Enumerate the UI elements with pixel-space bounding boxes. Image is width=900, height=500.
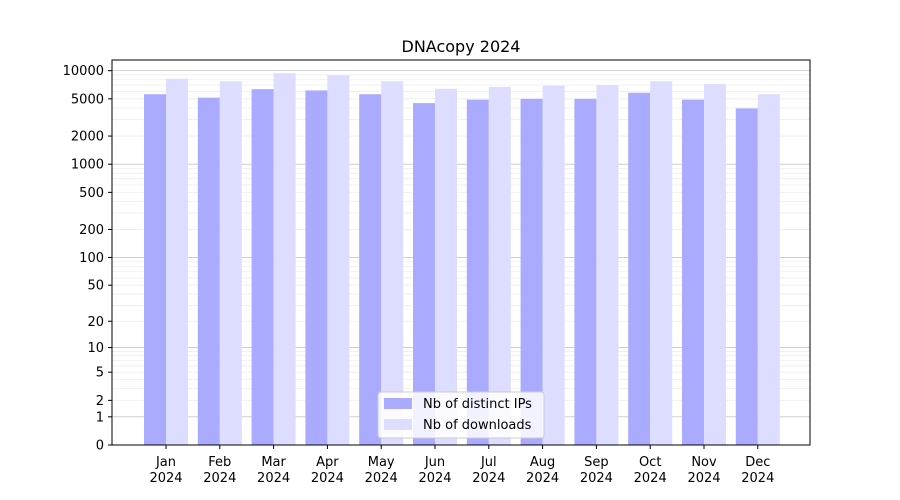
legend-box [377,391,545,439]
x-tick-label-year: 2024 [580,471,613,486]
x-tick-label-year: 2024 [365,471,398,486]
bar-distinct-ips [628,92,651,445]
bar-distinct-ips [305,90,328,445]
legend-swatch [384,398,412,409]
chart-title: DNAcopy 2024 [402,37,521,56]
bar-distinct-ips [735,108,758,445]
bar-distinct-ips [466,99,489,446]
x-tick-label-month: Jan [155,455,176,470]
x-tick-label-year: 2024 [687,471,720,486]
x-tick-label-year: 2024 [149,471,182,486]
x-tick-label-year: 2024 [311,471,344,486]
bar-downloads [273,73,296,446]
y-tick-label: 5000 [71,92,104,107]
x-tick-label-year: 2024 [741,471,774,486]
x-tick-label-month: Oct [639,455,661,470]
y-tick-label: 0 [96,439,104,454]
y-tick-label: 500 [79,186,104,201]
plot-frame [111,59,811,446]
x-tick-label-month: Nov [691,455,717,470]
bar-downloads [435,88,457,445]
y-tick-label: 2 [96,394,104,409]
x-tick-label-month: Sep [584,455,609,470]
legend-label: Nb of distinct IPs [423,397,532,412]
bar-distinct-ips [413,103,435,445]
bar-downloads [219,81,242,446]
x-tick-label-month: Feb [208,455,231,470]
x-tick-label-month: Aug [530,455,555,470]
x-tick-label-month: Jun [424,455,445,470]
bar-distinct-ips [359,94,382,446]
bar-downloads [757,94,780,446]
bar-distinct-ips [251,89,274,446]
y-tick-label: 5 [96,366,104,381]
x-tick-label-year: 2024 [203,471,236,486]
y-tick-label: 100 [79,251,104,266]
legend-label: Nb of downloads [423,418,532,433]
x-tick-label-year: 2024 [472,471,505,486]
bar-downloads [650,81,673,446]
x-tick-label-year: 2024 [634,471,667,486]
bars [144,73,780,446]
y-tick-label: 10 [87,341,104,356]
legend: Nb of distinct IPs Nb of downloads [377,391,545,439]
y-tick-label: 50 [87,279,104,294]
y-tick-label: 2000 [71,130,104,145]
bar-downloads [704,84,726,446]
x-tick-label-month: Apr [316,455,339,470]
bar-downloads [542,85,565,445]
x-tick-label-year: 2024 [418,471,451,486]
x-tick-label-month: Jul [480,455,497,470]
bar-downloads [488,86,511,446]
bar-distinct-ips [520,98,543,445]
bar-distinct-ips [197,97,220,445]
x-tick-label-month: May [368,455,395,470]
legend-swatch [384,419,412,430]
bar-distinct-ips [574,98,597,445]
bar-downloads [596,85,619,445]
bar-distinct-ips [682,99,704,446]
bar-downloads [327,75,350,446]
y-tick-label: 10000 [63,64,104,79]
x-tick-label-month: Dec [745,455,770,470]
y-axis: 0 12 5 10 20 50 100 200 500 1000 2000 5000 10000 [63,64,112,454]
y-tick-label: 20 [87,315,104,330]
y-tick-label: 1 [96,410,104,425]
y-tick-label: 200 [79,223,104,238]
x-tick-label-month: Mar [261,455,286,470]
x-tick-label-year: 2024 [257,471,290,486]
y-tick-label: 1000 [71,158,104,173]
bar-downloads [166,78,188,445]
bar-distinct-ips [144,94,166,446]
bar-downloads [381,81,404,446]
x-tick-label-year: 2024 [526,471,559,486]
x-axis: Jan2024Feb2024Mar2024Apr2024May2024Jun20… [149,445,774,486]
